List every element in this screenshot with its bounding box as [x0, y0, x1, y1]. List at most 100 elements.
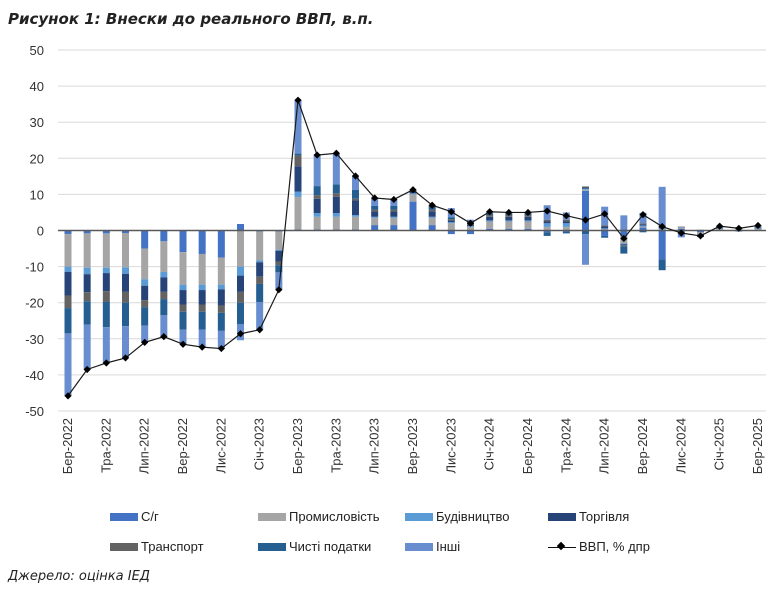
bar-segment: [352, 198, 359, 201]
gdp-point-marker: [198, 343, 206, 351]
bar-segment: [179, 284, 187, 291]
gdp-point-marker: [447, 208, 455, 216]
bar-segment: [217, 305, 225, 313]
bar-segment: [601, 230, 609, 236]
bar-segment: [390, 225, 398, 231]
bar-segment: [409, 193, 417, 195]
bar-segment: [601, 235, 609, 238]
x-tick-label: Січ-2023: [252, 418, 267, 470]
bar-segment: [658, 259, 666, 271]
y-tick-label: -10: [25, 260, 44, 275]
bar-segment: [102, 327, 110, 363]
bar-segment: [122, 230, 129, 234]
bar-segment: [83, 230, 91, 234]
bar-segment: [352, 214, 359, 217]
bar-segment: [141, 325, 149, 343]
bar-segment: [409, 194, 417, 202]
gdp-point-marker: [505, 208, 513, 217]
bar-segment: [294, 155, 302, 167]
gdp-point-marker: [217, 344, 225, 353]
gdp-point-marker: [639, 211, 647, 219]
bar-segment: [639, 226, 647, 228]
bar-segment: [141, 248, 149, 280]
bar-segment: [313, 195, 321, 199]
y-tick-label: 50: [30, 43, 44, 58]
bar-segment: [198, 290, 206, 305]
gdp-point-marker: [562, 212, 570, 220]
bar-segment: [198, 230, 206, 254]
bar-segment: [332, 193, 340, 197]
bar-segment: [390, 209, 398, 212]
bar-segment: [160, 299, 168, 316]
bar-segment: [198, 329, 206, 348]
bar-segment: [524, 220, 532, 222]
bar-segment: [160, 291, 168, 300]
bar-segment: [313, 213, 321, 217]
bar-segment: [582, 188, 589, 190]
bar-segment: [447, 220, 455, 223]
bar-segment: [237, 224, 244, 231]
bar-segment: [543, 219, 551, 222]
bar-segment: [390, 211, 398, 217]
bar-segment: [332, 153, 340, 185]
bar-segment: [275, 261, 283, 266]
bar-segment: [639, 224, 647, 226]
bar-segment: [639, 223, 647, 225]
bar-segment: [428, 209, 436, 212]
x-tick-label: Січ-2025: [712, 418, 727, 470]
bar-segment: [332, 184, 340, 194]
bar-segment: [486, 221, 494, 229]
x-tick-label: Тра-2023: [328, 418, 343, 473]
bar-segment: [64, 234, 72, 267]
bar-segment: [179, 304, 187, 312]
bar-segment: [179, 329, 187, 345]
bar-segment: [428, 225, 436, 231]
bar-segment: [275, 265, 283, 273]
bar-segment: [582, 234, 589, 265]
bar-segment: [639, 225, 647, 227]
y-tick-label: 20: [30, 151, 44, 166]
bar-segment: [141, 279, 149, 286]
x-axis-ticks: Бер-2022 Тра-2022 Лип-2022 Вер-2022 Лис-2022…: [60, 418, 765, 474]
bar-segment: [294, 100, 302, 154]
bar-segment: [160, 315, 168, 337]
bar-segment: [620, 215, 628, 231]
bar-segment: [447, 223, 455, 231]
bar-segment: [64, 308, 72, 334]
bar-segment: [198, 284, 206, 291]
bar-segment: [237, 266, 244, 276]
bar-segment: [697, 230, 704, 233]
gdp-point-marker: [428, 201, 436, 209]
gdp-point-marker: [371, 194, 379, 202]
bar-segment: [179, 230, 187, 253]
bar-segment: [179, 290, 187, 305]
bar-segment: [543, 230, 551, 233]
bar-segment: [83, 292, 91, 302]
gdp-point-marker: [735, 224, 743, 232]
bar-segment: [102, 301, 110, 328]
bar-segment: [467, 226, 474, 231]
bar-segment: [371, 211, 379, 217]
bar-segment: [754, 229, 762, 230]
bar-segment: [505, 220, 513, 222]
bar-segment: [198, 253, 206, 285]
gdp-point-marker: [64, 392, 72, 400]
gdp-point-marker: [236, 330, 245, 338]
bar-segment: [122, 267, 129, 274]
bar-segment: [160, 272, 168, 278]
bar-segment: [217, 289, 225, 306]
bar-segment: [275, 272, 283, 290]
bar-segment: [562, 219, 570, 222]
gdp-point-marker: [351, 172, 360, 180]
bar-segment: [582, 230, 589, 235]
bar-segment: [620, 230, 628, 236]
bar-segment: [141, 230, 149, 249]
bar-segment: [256, 301, 264, 330]
gdp-point-marker: [275, 286, 283, 294]
x-tick-label: Лип-2022: [137, 418, 152, 474]
gdp-point-marker: [696, 232, 705, 240]
bar-segment: [313, 198, 321, 214]
bar-segment: [294, 191, 302, 197]
bar-segment: [562, 221, 570, 224]
gdp-line-series: [64, 96, 762, 400]
